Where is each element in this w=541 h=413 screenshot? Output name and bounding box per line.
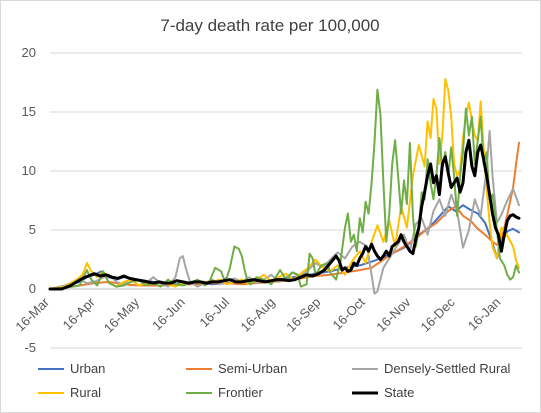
y-tick-label: 5 — [29, 222, 36, 237]
legend-label-rural: Rural — [70, 385, 101, 400]
series-lines — [48, 78, 521, 295]
y-tick-label: 15 — [22, 104, 36, 119]
y-axis-ticks: -5 0 5 10 15 20 — [22, 45, 36, 355]
y-tick-label: 0 — [29, 281, 36, 296]
chart-title: 7-day death rate per 100,000 — [160, 16, 379, 35]
y-tick-label: 20 — [22, 45, 36, 60]
legend-label-urban: Urban — [70, 361, 105, 376]
series-line-state — [48, 138, 521, 291]
legend-label-semi-urban: Semi-Urban — [218, 361, 287, 376]
legend-label-state: State — [384, 385, 414, 400]
legend-label-frontier: Frontier — [218, 385, 263, 400]
y-tick-label: 10 — [22, 163, 36, 178]
legend-label-densely-settled-rural: Densely-Settled Rural — [384, 361, 511, 376]
legend: Urban Semi-Urban Densely-Settled Rural Rura… — [38, 361, 511, 400]
gridlines — [50, 52, 522, 349]
y-tick-label: -5 — [24, 340, 36, 355]
